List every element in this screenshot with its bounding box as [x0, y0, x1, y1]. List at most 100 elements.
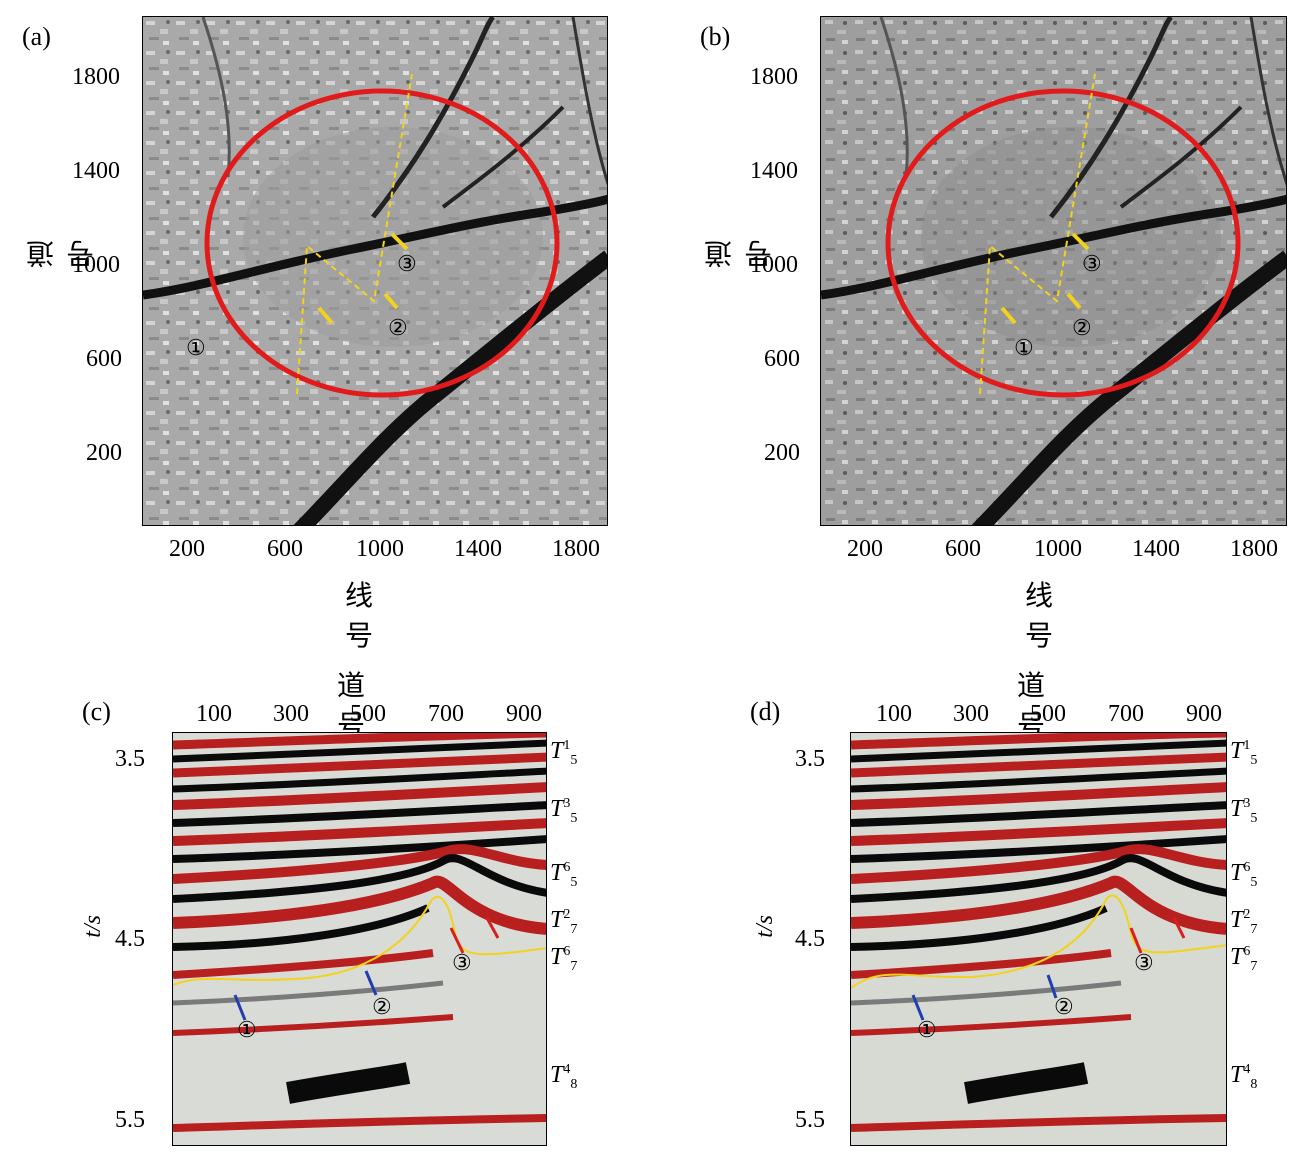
x-axis-label-b: 线号 [1025, 579, 1054, 652]
seismic-image-d [851, 733, 1226, 1145]
seismic-section-d [850, 732, 1227, 1146]
blue-arrow-2 [364, 970, 378, 996]
marker-1: ① [917, 1017, 937, 1042]
y-tick-4-5: 4.5 [115, 926, 145, 952]
annotations-b [885, 73, 1241, 398]
y-tick-600: 600 [764, 346, 800, 372]
blue-arrow-1 [911, 994, 925, 1021]
panel-label-a: (a) [22, 22, 51, 51]
x-tick-1000: 1000 [356, 536, 404, 562]
red-arrow-4 [1172, 917, 1186, 939]
red-arrow-4 [485, 917, 500, 939]
seismic-section-c [172, 732, 547, 1146]
blue-arrow-1 [233, 994, 247, 1021]
x-tick-1800: 1800 [552, 536, 600, 562]
x-tick-1400: 1400 [454, 536, 502, 562]
yellow-arrow-3 [1071, 232, 1090, 251]
red-ellipse [885, 88, 1241, 398]
yellow-arrow-1 [1000, 306, 1017, 325]
marker-3: ③ [1082, 251, 1102, 276]
panel-label-b: (b) [700, 22, 731, 51]
red-arrow-3 [1129, 927, 1143, 954]
horizon-trace [173, 895, 546, 986]
x-tick-500: 500 [350, 701, 386, 727]
x-tick-300: 300 [953, 701, 989, 727]
y-tick-5-5: 5.5 [795, 1107, 825, 1133]
marker-1: ① [237, 1017, 257, 1042]
x-tick-300: 300 [273, 701, 309, 727]
yellow-arrow-2 [1066, 292, 1082, 310]
panel-label-c: (c) [82, 697, 111, 726]
red-arrow-3 [449, 927, 465, 954]
attribute-map-b [821, 17, 1286, 525]
marker-3: ③ [452, 950, 472, 975]
map-image-b [820, 16, 1287, 526]
x-tick-700: 700 [428, 701, 464, 727]
y-tick-600: 600 [86, 346, 122, 372]
y-tick-4-5: 4.5 [795, 926, 825, 952]
blue-arrow-2 [1046, 974, 1058, 999]
marker-1: ① [186, 335, 206, 360]
marker-1: ① [1014, 335, 1034, 360]
horizon-label-t5-1: T15 [550, 738, 578, 768]
y-axis-label-a: 道号 [25, 240, 98, 268]
horizon-label-t8-4: T48 [1230, 1062, 1258, 1092]
y-axis-label-c: t/s [80, 915, 106, 938]
marker-3: ③ [1134, 950, 1154, 975]
y-tick-200: 200 [86, 440, 122, 466]
horizon-label-t5-6: T65 [550, 860, 578, 890]
y-tick-3-5: 3.5 [115, 746, 145, 772]
horizon-label-t8-4: T48 [550, 1062, 578, 1092]
y-tick-3-5: 3.5 [795, 746, 825, 772]
x-tick-500: 500 [1030, 701, 1066, 727]
horizon-label-t7-2: T27 [1230, 907, 1258, 937]
horizon-label-t5-6: T65 [1230, 860, 1258, 890]
horizon-label-t7-2: T27 [550, 907, 578, 937]
y-axis-label-b: 道号 [703, 240, 776, 268]
y-tick-5-5: 5.5 [115, 1107, 145, 1133]
marker-2: ② [1072, 315, 1092, 340]
x-tick-100: 100 [196, 701, 232, 727]
y-tick-200: 200 [764, 440, 800, 466]
x-tick-200: 200 [847, 536, 883, 562]
yellow-arrow-1 [317, 306, 334, 325]
y-tick-1000: 1000 [72, 252, 120, 278]
x-tick-100: 100 [876, 701, 912, 727]
yellow-arrow-2 [383, 292, 399, 310]
annotations-a [204, 73, 560, 398]
attribute-map-a [143, 17, 607, 525]
x-tick-600: 600 [945, 536, 981, 562]
x-tick-700: 700 [1108, 701, 1144, 727]
x-tick-200: 200 [169, 536, 205, 562]
x-axis-label-a: 线号 [345, 579, 374, 652]
marker-2: ② [388, 315, 408, 340]
marker-2: ② [372, 994, 392, 1019]
x-tick-1400: 1400 [1132, 536, 1180, 562]
horizon-label-t7-6: T67 [1230, 944, 1258, 974]
x-tick-600: 600 [267, 536, 303, 562]
horizon-label-t5-1: T15 [1230, 738, 1258, 768]
y-tick-1800: 1800 [750, 64, 798, 90]
panel-label-d: (d) [750, 697, 781, 726]
x-tick-900: 900 [1186, 701, 1222, 727]
x-tick-1800: 1800 [1230, 536, 1278, 562]
x-axis-label-d: 道号 [1017, 669, 1046, 742]
horizon-label-t5-3: T35 [550, 796, 578, 826]
y-axis-label-d: t/s [752, 915, 778, 938]
marker-3: ③ [397, 251, 417, 276]
y-tick-1400: 1400 [72, 158, 120, 184]
seismic-image-c [173, 733, 546, 1145]
map-image-a [142, 16, 608, 526]
x-tick-900: 900 [506, 701, 542, 727]
horizon-label-t7-6: T67 [550, 944, 578, 974]
y-tick-1400: 1400 [750, 158, 798, 184]
marker-2: ② [1054, 994, 1074, 1019]
fault-trace-line [296, 73, 413, 395]
y-tick-1800: 1800 [72, 64, 120, 90]
y-tick-1000: 1000 [750, 252, 798, 278]
fault-trace-line [979, 73, 1096, 395]
x-tick-1000: 1000 [1034, 536, 1082, 562]
yellow-arrow-3 [390, 232, 409, 251]
horizon-label-t5-3: T35 [1230, 796, 1258, 826]
red-ellipse [204, 88, 560, 398]
